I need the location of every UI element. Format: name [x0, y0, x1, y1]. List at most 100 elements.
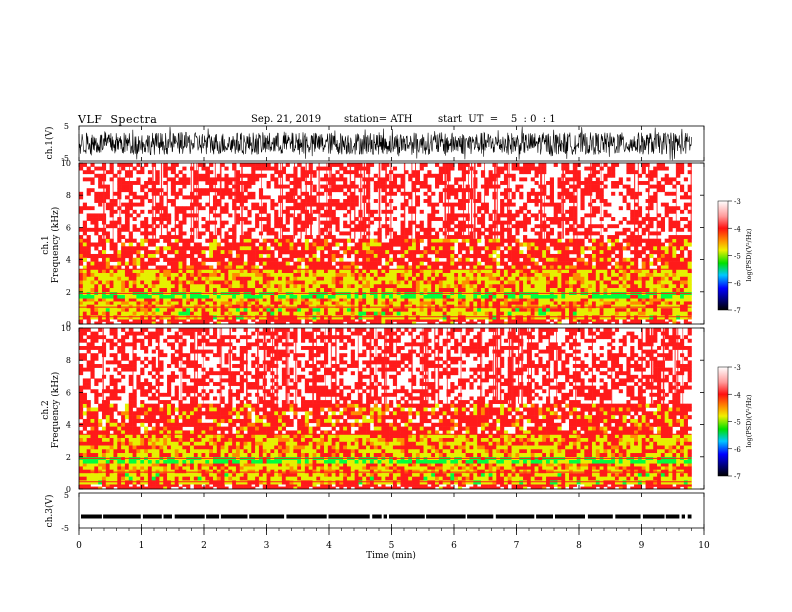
spectrogram-cell — [381, 298, 386, 302]
spectrogram-cell — [653, 321, 658, 325]
spectrogram-cell — [565, 220, 570, 225]
spectrogram-cell — [465, 170, 470, 175]
spectrogram-cell — [496, 170, 501, 175]
spectrogram-cell — [335, 273, 340, 278]
spectrogram-cell — [576, 301, 581, 305]
spectrogram-cell — [232, 304, 237, 309]
spectrogram-cell — [174, 217, 179, 221]
spectrogram-cell — [243, 195, 248, 200]
spectrogram-cell — [553, 163, 558, 167]
spectrogram-cell — [676, 298, 681, 302]
spectrogram-cell — [427, 269, 432, 274]
spectrogram-cell — [178, 238, 183, 243]
spectrogram-cell — [381, 295, 386, 299]
spectrogram-cell — [572, 238, 577, 243]
spectrogram-cell — [281, 273, 287, 278]
spectrogram-cell — [366, 191, 371, 196]
spectrogram-cell — [335, 295, 340, 299]
spectrogram-cell — [599, 188, 604, 193]
spectrogram-cell — [124, 319, 130, 322]
spectrogram-cell — [339, 301, 344, 305]
spectrogram-cell — [124, 288, 130, 293]
spectrogram-cell — [484, 177, 489, 182]
spectrogram-cell — [308, 253, 313, 259]
spectrogram-cell — [366, 166, 371, 171]
spectrogram-cell — [637, 315, 643, 320]
spectrogram-cell — [216, 307, 221, 312]
spectrogram-cell — [224, 202, 229, 207]
spectrogram-cell — [140, 224, 145, 229]
spectrogram-cell — [339, 311, 344, 316]
spectrogram-cell — [500, 288, 505, 293]
spectrogram-cell — [423, 177, 428, 182]
spectrogram-cell — [343, 307, 348, 312]
spectrogram-cell — [293, 273, 298, 278]
spectrogram-cell — [79, 304, 84, 309]
spectrogram-cell — [205, 319, 210, 322]
spectrogram-cell — [136, 269, 141, 274]
spectrogram-cell — [278, 224, 283, 229]
spectrogram-cell — [515, 280, 520, 285]
spectrogram-cell — [289, 319, 294, 322]
spectrogram-cell — [396, 307, 401, 312]
spectrogram-cell — [350, 315, 355, 320]
spectrogram-cell — [232, 298, 237, 302]
spectrogram-cell — [117, 177, 122, 182]
spectrogram-cell — [511, 257, 516, 262]
spectrogram-cell — [258, 315, 264, 320]
spectrogram-cell — [454, 288, 459, 293]
spectrogram-cell — [653, 319, 658, 322]
spectrogram-cell — [312, 269, 317, 274]
spectrogram-cell — [312, 250, 317, 255]
spectrogram-cell — [492, 298, 497, 302]
spectrogram-cell — [511, 280, 516, 285]
spectrogram-cell — [324, 304, 329, 309]
spectrogram-cell — [412, 304, 417, 309]
spectrogram-cell — [281, 276, 287, 281]
spectrogram-cell — [170, 166, 176, 171]
spectrogram-cell — [373, 242, 378, 247]
spectrogram-cell — [377, 284, 382, 289]
spectrogram-cell — [591, 246, 597, 251]
spectrogram-cell — [266, 238, 271, 243]
spectrogram-cell — [366, 284, 371, 289]
spectrogram-cell — [614, 238, 620, 243]
spectrogram-cell — [373, 199, 378, 203]
spectrogram-cell — [450, 301, 455, 305]
spectrogram-cell — [140, 170, 145, 175]
spectrogram-cell — [676, 242, 681, 247]
spectrogram-cell — [335, 269, 340, 274]
spectrogram-cell — [473, 276, 478, 281]
spectrogram-cell — [132, 257, 137, 262]
spectrogram-cell — [630, 195, 635, 200]
spectrogram-cell — [220, 311, 225, 316]
spectrogram-cell — [492, 295, 497, 299]
spectrogram-cell — [113, 288, 118, 293]
spectrogram-cell — [224, 206, 229, 211]
spectrogram-cell — [488, 276, 493, 281]
spectrogram-cell — [320, 253, 325, 259]
spectrogram-cell — [243, 199, 248, 203]
spectrogram-cell — [553, 202, 558, 207]
spectrogram-cell — [94, 276, 99, 281]
spectrogram-cell — [496, 319, 501, 322]
spectrogram-cell — [465, 199, 470, 203]
spectrogram-cell — [320, 250, 325, 255]
spectrogram-cell — [170, 288, 176, 293]
spectrogram-cell — [523, 321, 528, 325]
spectrogram-cell — [101, 301, 107, 305]
spectrogram-cell — [212, 242, 218, 247]
spectrogram-cell — [232, 284, 237, 289]
spectrogram-cell — [98, 307, 103, 312]
spectrogram-cell — [197, 284, 202, 289]
spectrogram-cell — [201, 188, 206, 193]
spectrogram-cell — [339, 184, 344, 189]
spectrogram-cell — [205, 173, 210, 178]
spectrogram-cell — [626, 246, 631, 251]
spectrogram-cell — [151, 304, 156, 309]
spectrogram-cell — [216, 227, 221, 232]
spectrogram-cell — [519, 304, 524, 309]
spectrogram-cell — [668, 273, 673, 278]
spectrogram-cell — [205, 301, 210, 305]
spectrogram-cell — [435, 177, 440, 182]
